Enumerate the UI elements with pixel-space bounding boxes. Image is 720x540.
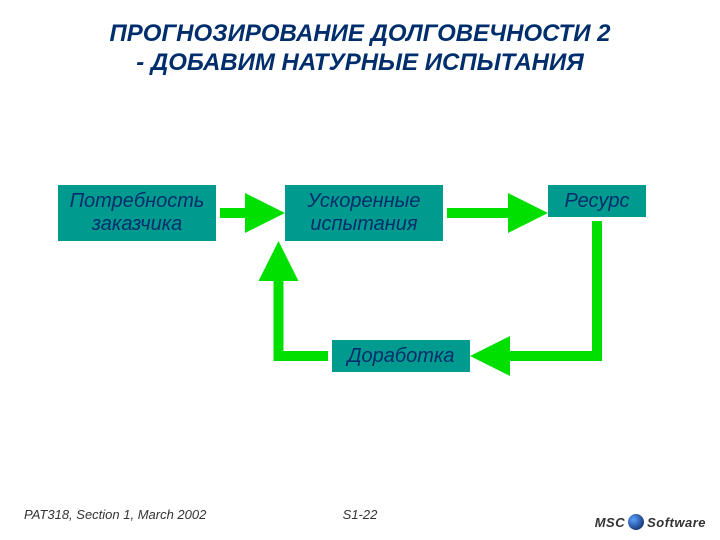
node-resource-label: Ресурс xyxy=(565,190,630,213)
footer-page-number: S1-22 xyxy=(343,507,378,522)
logo-software-text: Software xyxy=(647,515,706,530)
node-resource: Ресурс xyxy=(548,185,646,217)
node-refinement-label: Доработка xyxy=(347,345,454,368)
node-customer-need: Потребность заказчика xyxy=(58,185,216,241)
node-accelerated-tests: Ускоренные испытания xyxy=(285,185,443,241)
logo-msc-text: MSC xyxy=(595,515,625,530)
footer-left: PAT318, Section 1, March 2002 xyxy=(24,507,206,522)
slide-title: ПРОГНОЗИРОВАНИЕ ДОЛГОВЕЧНОСТИ 2 - ДОБАВИ… xyxy=(0,20,720,78)
node-accelerated-tests-label: Ускоренные испытания xyxy=(307,190,420,236)
footer-logo: MSC Software xyxy=(595,514,706,530)
node-customer-need-label: Потребность заказчика xyxy=(70,190,205,236)
title-line-2: - ДОБАВИМ НАТУРНЫЕ ИСПЫТАНИЯ xyxy=(136,49,584,76)
flow-arrows xyxy=(0,0,720,540)
logo-swirl-icon xyxy=(628,514,644,530)
node-refinement: Доработка xyxy=(332,340,470,372)
title-line-1: ПРОГНОЗИРОВАНИЕ ДОЛГОВЕЧНОСТИ 2 xyxy=(110,20,611,47)
